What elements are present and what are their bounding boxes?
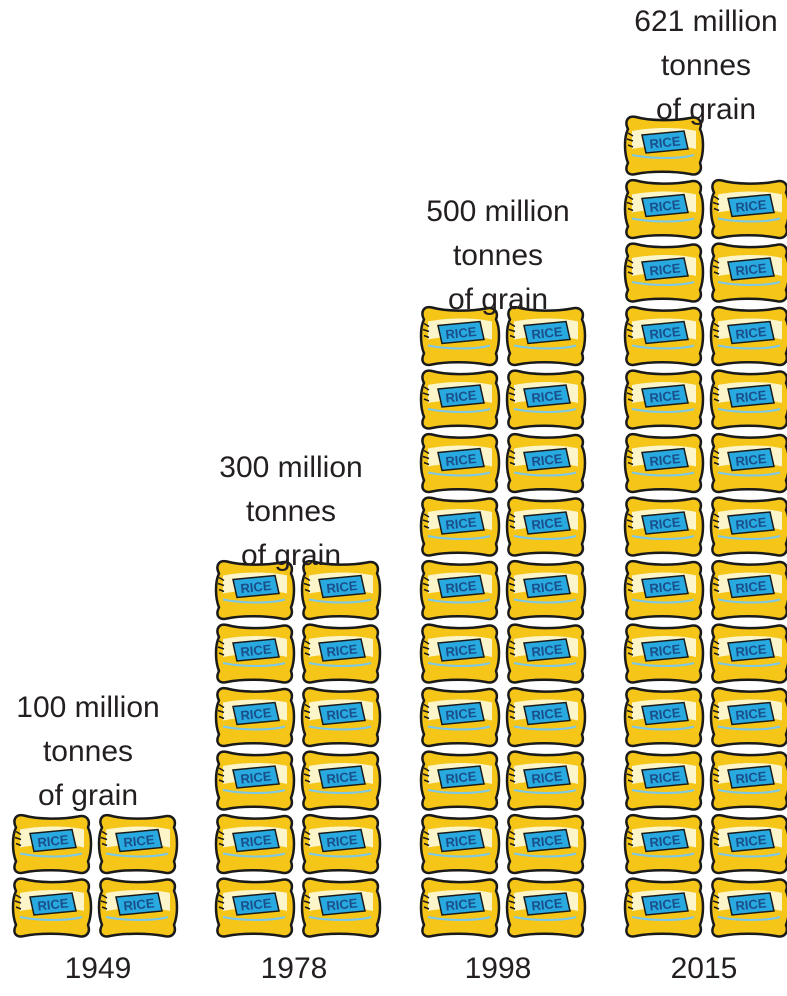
rice-sack-icon <box>709 305 787 367</box>
rice-sack-icon <box>505 369 587 430</box>
rice-sack-icon <box>505 877 587 938</box>
rice-sack-icon <box>214 750 296 811</box>
rice-sack-icon <box>97 877 179 938</box>
label-line: of grain <box>37 779 139 812</box>
rice-sack-icon <box>623 432 705 494</box>
label-1949: 100 million tonnes of grain <box>0 686 188 818</box>
rice-sack-icon <box>300 877 382 938</box>
rice-sack-icon <box>623 877 705 938</box>
rice-sack-icon <box>505 813 587 875</box>
label-line: of grain <box>447 283 549 316</box>
rice-sack-icon <box>419 686 501 748</box>
rice-sack-icon <box>419 623 501 684</box>
label-line: tonnes <box>660 49 752 82</box>
rice-sack-icon <box>623 686 705 748</box>
label-1998: 500 million tonnes of grain <box>398 190 598 322</box>
rice-sack-icon <box>623 559 705 621</box>
rice-sack-icon <box>709 877 787 938</box>
rice-sack-icon <box>709 496 787 557</box>
rice-sack-icon <box>709 242 787 303</box>
rice-sack-icon <box>623 813 705 875</box>
rice-sack-icon <box>419 877 501 938</box>
rice-sack-icon <box>214 877 296 938</box>
rice-sack-icon <box>300 813 382 875</box>
rice-sack-icon <box>300 623 382 684</box>
rice-sack-icon <box>419 559 501 621</box>
rice-sack-icon <box>214 623 296 684</box>
rice-sack-icon <box>11 877 93 938</box>
rice-sack-icon <box>709 686 787 748</box>
rice-sack-icon <box>97 813 179 875</box>
label-1978: 300 million tonnes of grain <box>191 446 391 578</box>
rice-sack-icon <box>709 432 787 494</box>
rice-sack-icon <box>709 559 787 621</box>
rice-sack-icon <box>709 623 787 684</box>
rice-sack-icon <box>505 432 587 494</box>
rice-sack-icon <box>623 178 705 240</box>
rice-sack-icon <box>300 750 382 811</box>
rice-sack-icon <box>11 813 93 875</box>
rice-sack-icon <box>623 623 705 684</box>
rice-sack-icon <box>623 242 705 303</box>
rice-sack-icon <box>505 686 587 748</box>
label-line: tonnes <box>42 735 134 768</box>
rice-sack-icon <box>505 559 587 621</box>
year-tick-1998: 1998 <box>464 952 532 985</box>
label-line: 500 million <box>426 195 570 228</box>
rice-sack-icon <box>505 496 587 557</box>
label-line: of grain <box>655 93 757 126</box>
rice-sack-icon <box>709 369 787 430</box>
label-line: tonnes <box>245 495 337 528</box>
rice-sack-icon <box>505 750 587 811</box>
label-2015: 621 million tonnes of grain <box>606 0 787 132</box>
rice-sack-icon <box>419 369 501 430</box>
year-tick-1978: 1978 <box>260 952 328 985</box>
rice-sack-icon <box>419 813 501 875</box>
year-tick-1949: 1949 <box>64 952 132 985</box>
rice-sack-icon <box>623 369 705 430</box>
rice-sack-icon <box>623 750 705 811</box>
rice-sack-icon <box>505 623 587 684</box>
label-line: of grain <box>240 539 342 572</box>
rice-sack-icon <box>214 813 296 875</box>
year-tick-2015: 2015 <box>670 952 738 985</box>
rice-sack-icon <box>419 496 501 557</box>
rice-sack-icon <box>709 750 787 811</box>
label-line: 300 million <box>219 451 363 484</box>
label-line: tonnes <box>452 239 544 272</box>
rice-sack-icon <box>623 496 705 557</box>
label-line: 621 million <box>634 5 778 38</box>
rice-sack-icon <box>419 750 501 811</box>
rice-sack-icon <box>300 686 382 748</box>
rice-sack-icon <box>623 305 705 367</box>
label-line: 100 million <box>16 691 160 724</box>
rice-sack-icon <box>214 686 296 748</box>
rice-sack-icon <box>709 813 787 875</box>
rice-sack-icon <box>419 432 501 494</box>
rice-sack-icon <box>709 178 787 240</box>
